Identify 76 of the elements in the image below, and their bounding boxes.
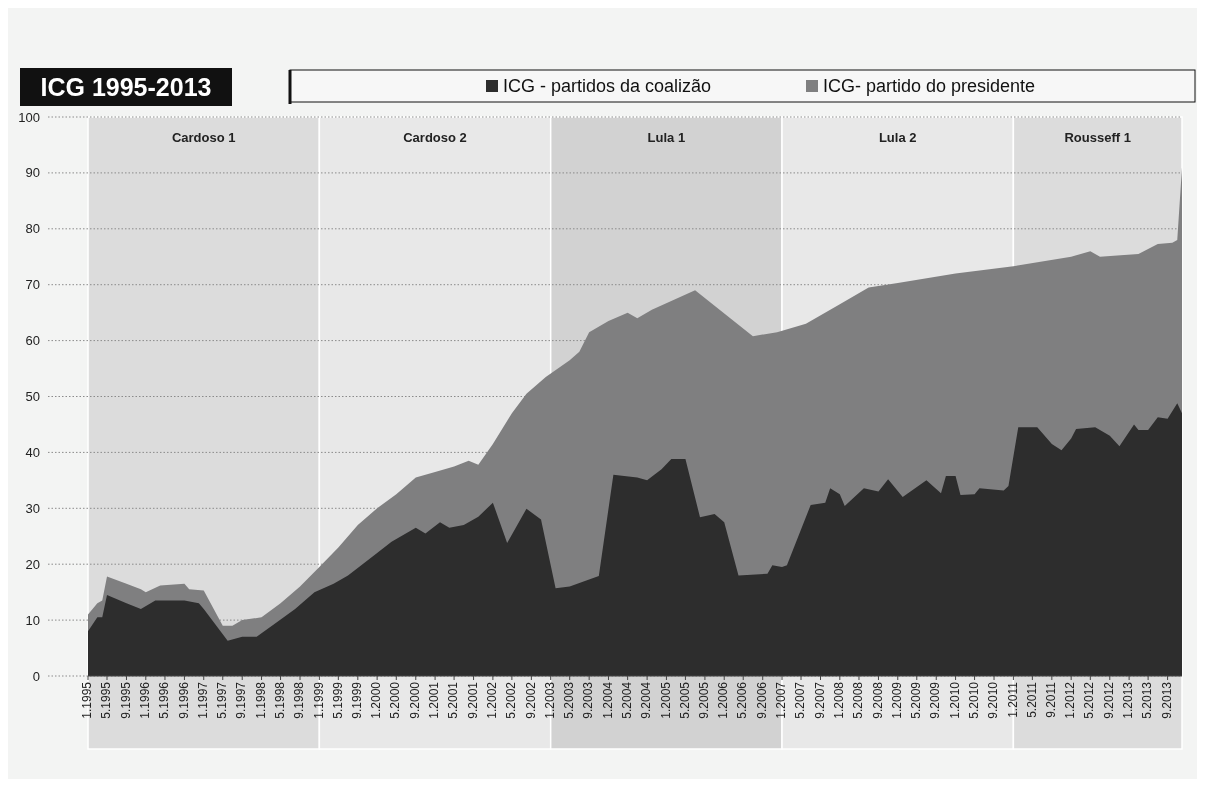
x-tick-label: 1.2008 <box>831 681 846 719</box>
x-tick-label: 9.2013 <box>1159 681 1174 719</box>
y-tick-label: 90 <box>25 165 40 181</box>
y-tick-label: 20 <box>25 556 40 572</box>
x-tick-label: 5.2011 <box>1024 681 1039 718</box>
x-tick-label: 1.1995 <box>80 681 95 719</box>
x-tick-label: 1.2005 <box>658 681 673 719</box>
band-label: Rousseff 1 <box>1064 130 1131 145</box>
x-tick-label: 5.2007 <box>793 681 808 719</box>
y-tick-label: 80 <box>25 221 40 237</box>
x-tick-label: 1.1996 <box>137 681 152 719</box>
chart-title: ICG 1995-2013 <box>40 73 212 101</box>
x-tick-label: 1.1999 <box>311 681 326 719</box>
x-tick-label: 1.2003 <box>542 681 557 719</box>
x-tick-label: 1.2000 <box>369 681 384 719</box>
x-tick-label: 1.1997 <box>195 681 210 719</box>
x-tick-label: 9.2002 <box>523 681 538 719</box>
x-tick-label: 5.2006 <box>735 681 750 719</box>
x-tick-label: 5.1999 <box>330 681 345 719</box>
x-tick-label: 1.2011 <box>1005 681 1020 718</box>
y-tick-label: 10 <box>25 612 40 628</box>
x-tick-label: 1.1998 <box>253 681 268 719</box>
x-tick-label: 1.2012 <box>1063 681 1078 719</box>
x-tick-label: 5.2003 <box>561 681 576 719</box>
x-tick-label: 1.2013 <box>1121 681 1136 719</box>
x-tick-label: 1.2004 <box>600 681 615 719</box>
y-tick-label: 60 <box>25 333 40 349</box>
x-tick-label: 5.1998 <box>272 681 287 719</box>
x-tick-label: 9.1996 <box>176 681 191 719</box>
x-tick-label: 9.2007 <box>812 681 827 719</box>
y-tick-label: 0 <box>32 668 40 684</box>
x-tick-label: 5.1996 <box>157 681 172 719</box>
x-tick-label: 5.2008 <box>851 681 866 719</box>
x-tick-label: 5.2009 <box>908 681 923 719</box>
x-tick-label: 9.2001 <box>465 681 480 719</box>
band-label: Lula 1 <box>647 130 686 145</box>
x-tick-label: 1.2007 <box>774 681 789 719</box>
x-tick-label: 1.2010 <box>947 681 962 719</box>
x-tick-label: 9.2008 <box>870 681 885 719</box>
x-tick-label: 5.2002 <box>504 681 519 719</box>
x-tick-label: 9.2004 <box>639 681 654 719</box>
x-tick-label: 5.2001 <box>446 681 461 719</box>
band-label: Cardoso 2 <box>403 130 467 145</box>
x-tick-label: 9.2003 <box>581 681 596 719</box>
y-tick-label: 30 <box>25 500 40 516</box>
x-tick-label: 5.2005 <box>677 681 692 719</box>
x-tick-label: 1.2006 <box>716 681 731 719</box>
x-tick-label: 9.1998 <box>292 681 307 719</box>
legend-label: ICG - partidos da coalizão <box>503 76 712 97</box>
band-label: Cardoso 1 <box>171 130 236 145</box>
x-tick-label: 1.2001 <box>427 681 442 719</box>
y-tick-label: 40 <box>25 444 40 460</box>
x-tick-label: 5.1995 <box>99 681 114 719</box>
x-tick-label: 5.2000 <box>388 681 403 719</box>
x-tick-label: 5.2013 <box>1140 681 1155 719</box>
x-tick-label: 1.2002 <box>485 681 500 719</box>
x-tick-label: 1.2009 <box>889 681 904 719</box>
y-tick-label: 70 <box>25 277 40 293</box>
x-tick-label: 9.2010 <box>986 681 1001 719</box>
x-tick-label: 9.2011 <box>1044 681 1059 718</box>
x-tick-label: 5.2012 <box>1082 681 1097 719</box>
x-tick-label: 5.2010 <box>966 681 981 719</box>
x-tick-label: 9.2005 <box>697 681 712 719</box>
x-tick-label: 9.2012 <box>1101 681 1116 719</box>
band-label: Lula 2 <box>878 130 917 145</box>
y-tick-label: 100 <box>18 109 40 125</box>
x-tick-label: 9.2000 <box>407 681 422 719</box>
x-tick-label: 5.1997 <box>214 681 229 719</box>
x-tick-label: 9.1999 <box>349 681 364 719</box>
x-tick-label: 5.2004 <box>619 681 634 719</box>
legend-label: ICG- partido do presidente <box>823 76 1036 97</box>
x-tick-label: 9.2009 <box>928 681 943 719</box>
x-tick-label: 9.1997 <box>234 681 249 719</box>
x-tick-label: 9.1995 <box>118 681 133 719</box>
x-tick-label: 9.2006 <box>754 681 769 719</box>
y-tick-label: 50 <box>25 389 40 405</box>
